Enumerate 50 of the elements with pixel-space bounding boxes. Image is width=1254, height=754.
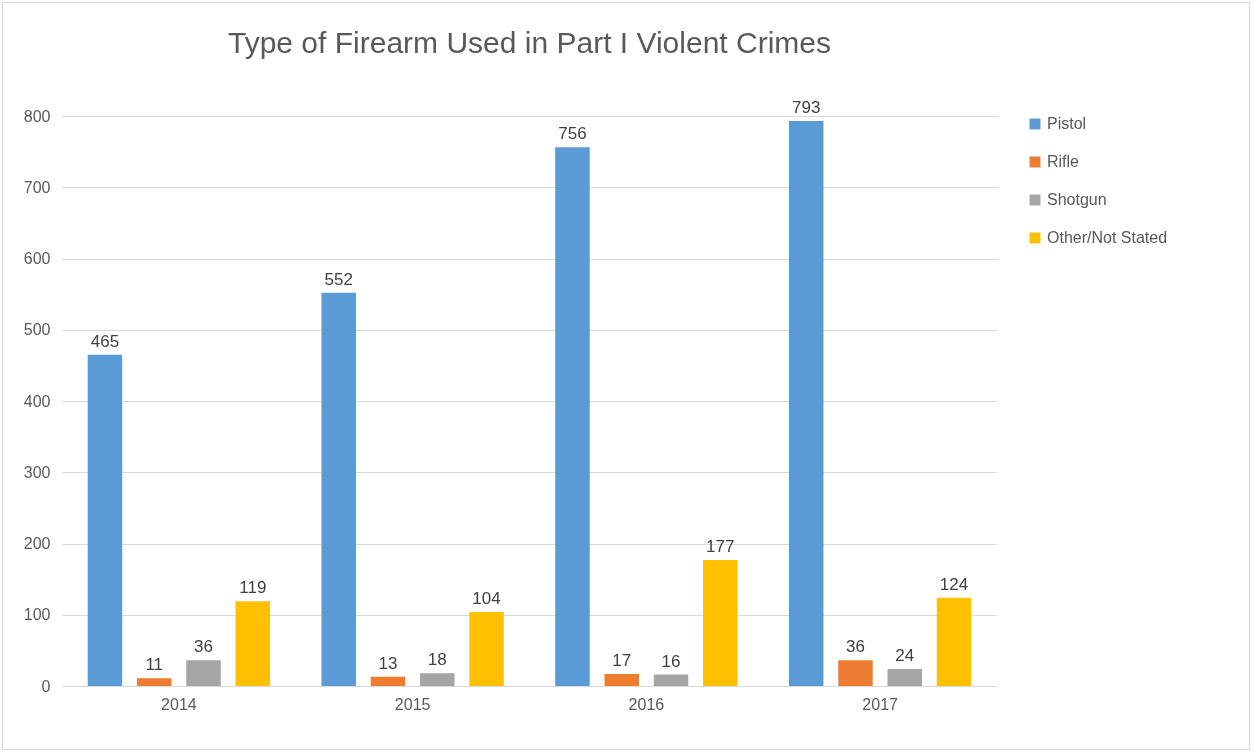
bar <box>469 611 504 686</box>
data-label: 756 <box>558 124 587 144</box>
y-tick-label: 500 <box>23 321 51 339</box>
bar <box>555 147 590 686</box>
data-label: 13 <box>378 653 398 673</box>
bar <box>788 120 824 686</box>
x-tick-label: 2014 <box>161 695 197 713</box>
y-tick-label: 400 <box>23 392 51 410</box>
data-label: 552 <box>324 269 353 289</box>
y-tick-label: 100 <box>23 606 51 624</box>
data-label: 17 <box>612 650 632 670</box>
data-label: 36 <box>194 637 213 657</box>
data-label: 36 <box>846 637 865 657</box>
data-label: 11 <box>145 655 164 675</box>
y-tick-label: 0 <box>41 677 51 695</box>
bar <box>370 676 406 686</box>
y-tick-label: 300 <box>23 463 51 481</box>
chart-title: Type of Firearm Used in Part I Violent Crimes <box>228 25 831 59</box>
data-label: 793 <box>792 97 821 117</box>
bar <box>186 660 221 686</box>
bar <box>653 674 689 686</box>
bar <box>936 597 972 686</box>
y-tick-label: 600 <box>23 250 51 267</box>
bar <box>887 668 923 686</box>
legend-label: Shotgun <box>1047 191 1107 208</box>
data-label: 24 <box>895 645 915 665</box>
x-tick-label: 2016 <box>628 695 665 713</box>
x-tick-label: 2017 <box>862 695 899 713</box>
bar <box>420 673 455 686</box>
bar <box>604 673 639 686</box>
data-label: 124 <box>939 574 969 594</box>
data-label: 177 <box>706 536 735 556</box>
bar <box>703 559 738 686</box>
data-label: 104 <box>472 588 501 608</box>
legend-label: Rifle <box>1047 153 1080 170</box>
data-label: 119 <box>239 578 267 598</box>
legend-label: Other/Not Stated <box>1047 229 1168 246</box>
x-tick-label: 2015 <box>394 695 431 713</box>
bar <box>235 601 271 686</box>
y-tick-label: 200 <box>23 535 51 552</box>
bar <box>87 354 123 686</box>
legend-label: Pistol <box>1047 115 1087 132</box>
data-label: 16 <box>661 651 681 671</box>
y-tick-label: 700 <box>23 178 51 196</box>
data-label: 18 <box>427 650 447 670</box>
bar <box>838 660 873 686</box>
bar <box>136 678 172 686</box>
bar <box>321 292 356 686</box>
data-label: 465 <box>90 331 120 351</box>
y-tick-label: 800 <box>23 107 51 125</box>
